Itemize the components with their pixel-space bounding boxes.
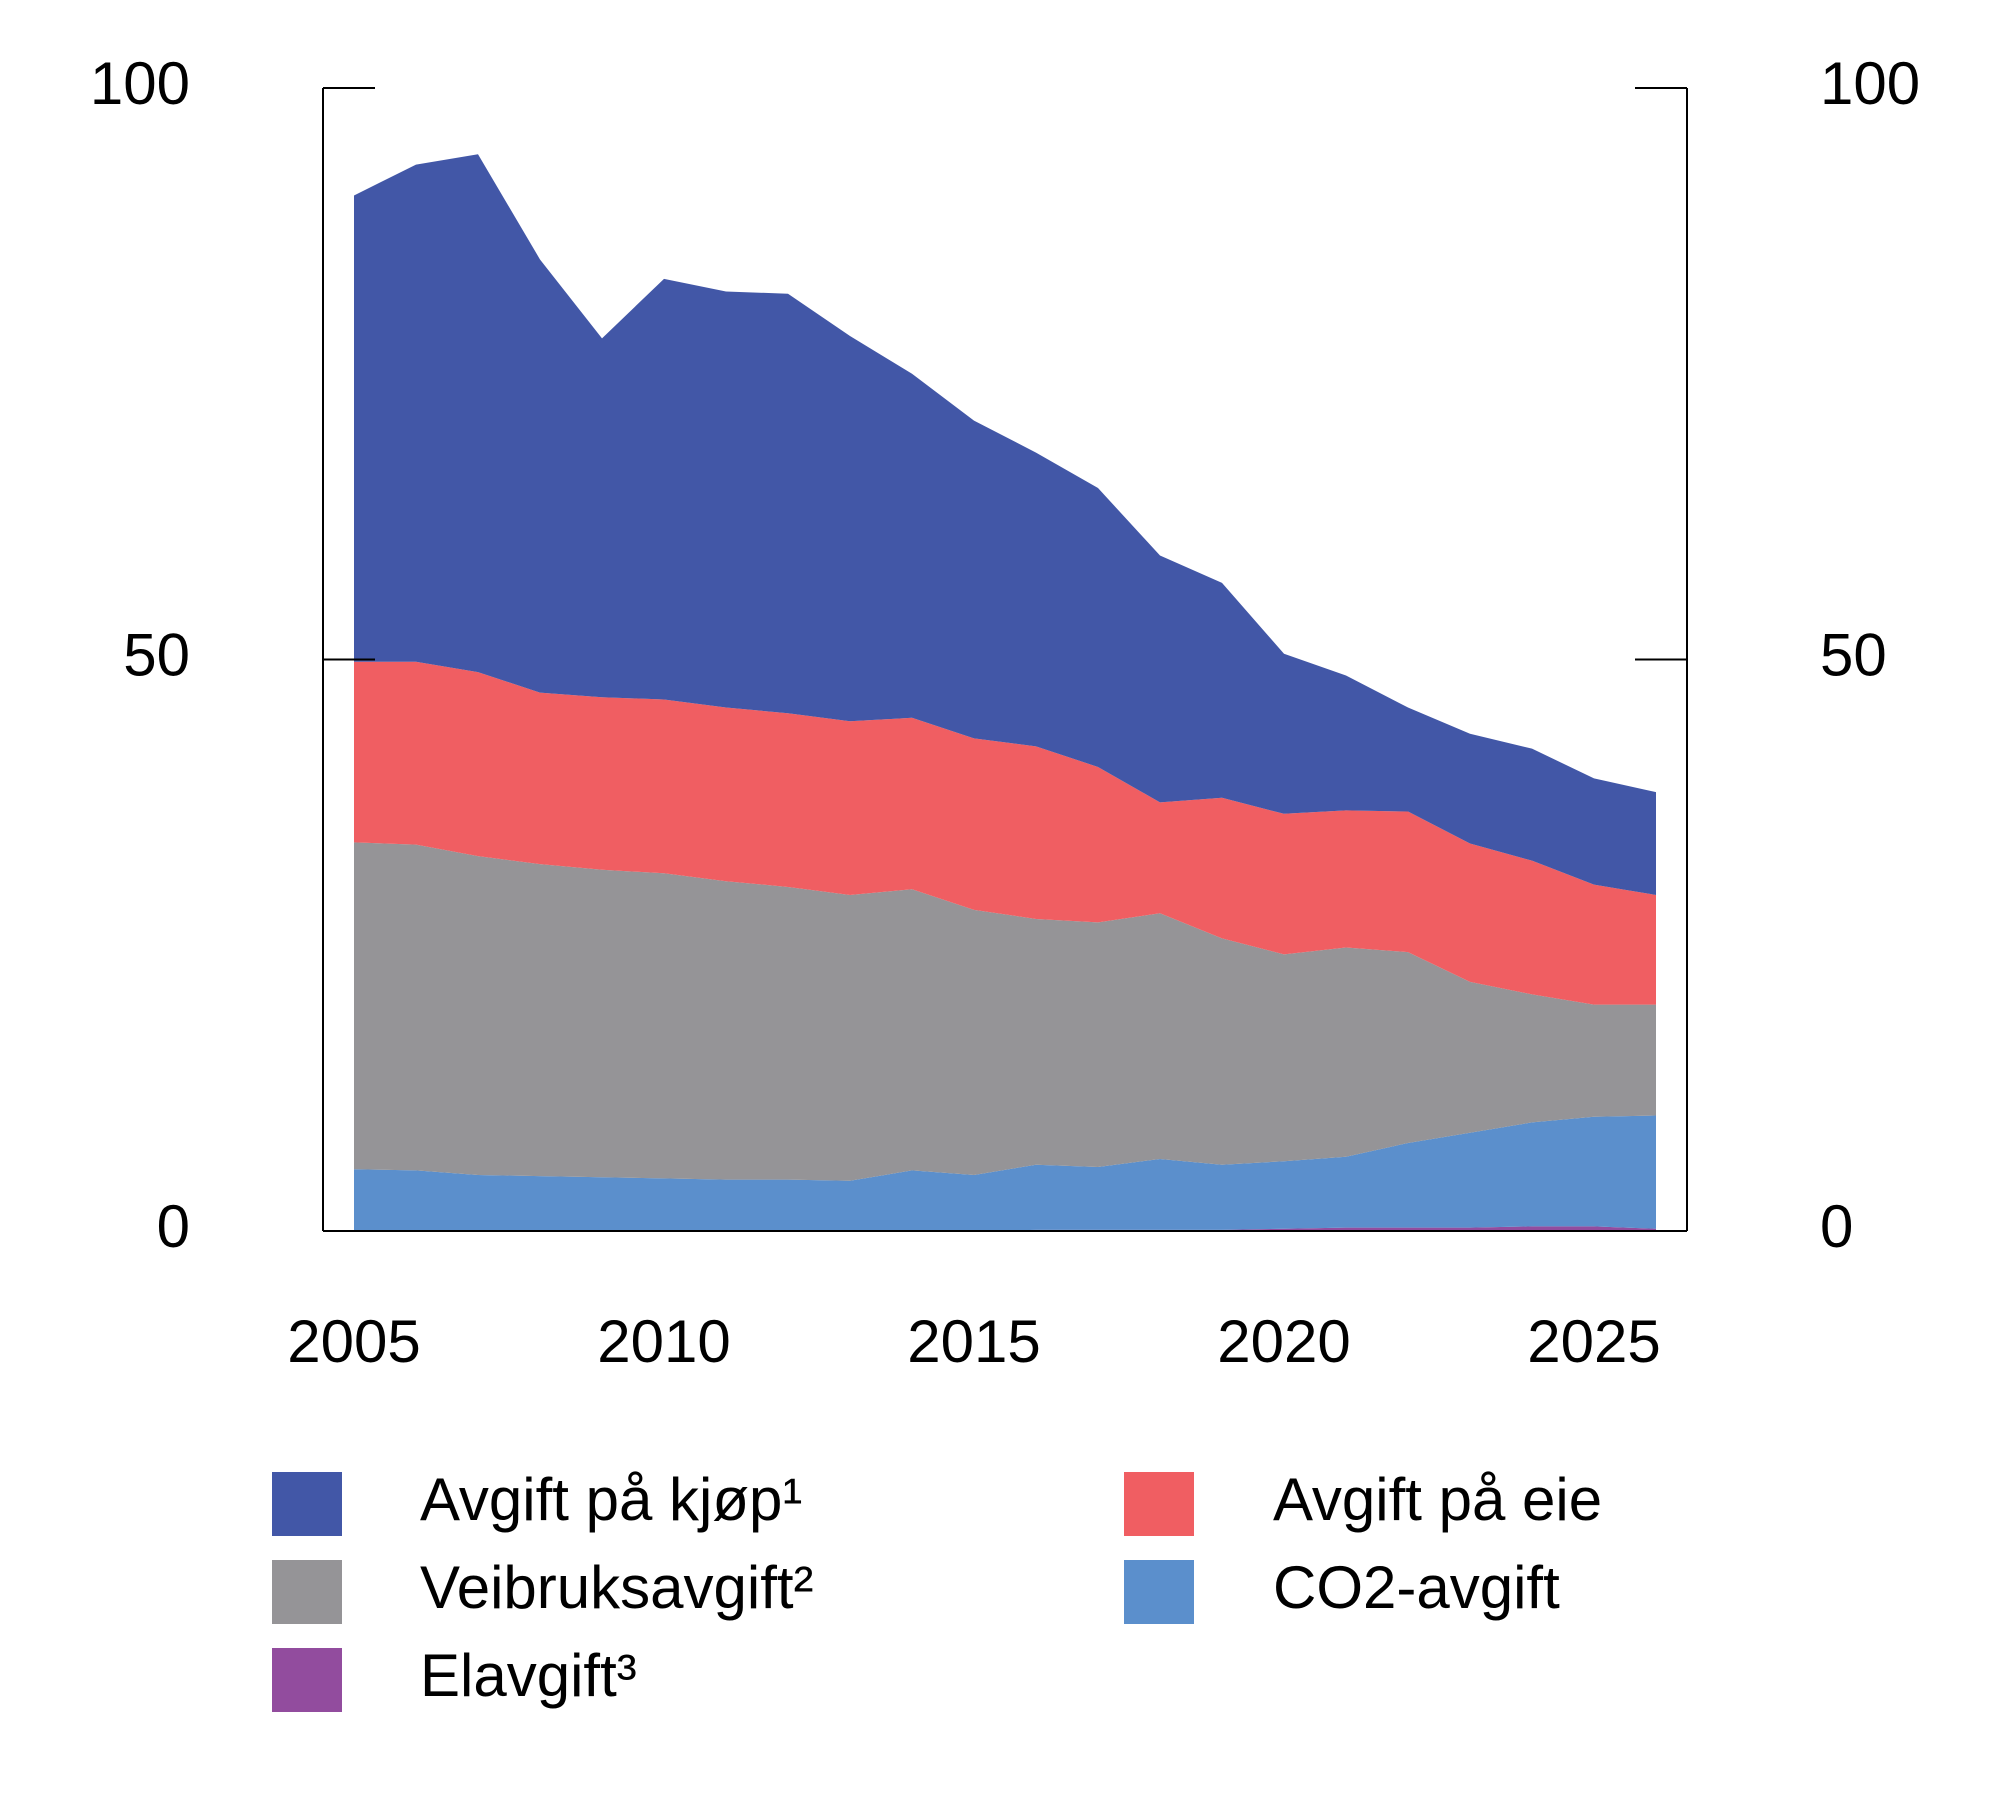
legend-swatch xyxy=(1124,1560,1194,1624)
legend-label: Avgift på kjøp¹ xyxy=(420,1466,802,1533)
area xyxy=(354,842,1656,1181)
legend-swatch xyxy=(1124,1472,1194,1536)
legend-label: Elavgift³ xyxy=(420,1642,637,1709)
legend-swatch xyxy=(272,1560,342,1624)
y2-tick-label: 0 xyxy=(1820,1193,1853,1260)
x-tick-label: 2005 xyxy=(287,1308,420,1375)
x-tick-label: 2025 xyxy=(1527,1308,1660,1375)
legend-label: Veibruksavgift² xyxy=(420,1554,814,1621)
y-tick-label: 100 xyxy=(90,50,190,117)
area xyxy=(354,1115,1656,1231)
legend-swatch xyxy=(272,1472,342,1536)
y-tick-label: 50 xyxy=(123,621,190,688)
y2-tick-label: 50 xyxy=(1820,621,1887,688)
y-tick-label: 0 xyxy=(157,1193,190,1260)
area xyxy=(354,1226,1656,1231)
x-tick-label: 2015 xyxy=(907,1308,1040,1375)
x-tick-label: 2010 xyxy=(597,1308,730,1375)
legend-swatch xyxy=(272,1648,342,1712)
legend-label: CO2-avgift xyxy=(1273,1554,1560,1621)
y2-tick-label: 100 xyxy=(1820,50,1920,117)
area xyxy=(354,661,1656,1005)
area xyxy=(354,154,1656,895)
legend-label: Avgift på eie xyxy=(1273,1466,1602,1533)
x-tick-label: 2020 xyxy=(1217,1308,1350,1375)
